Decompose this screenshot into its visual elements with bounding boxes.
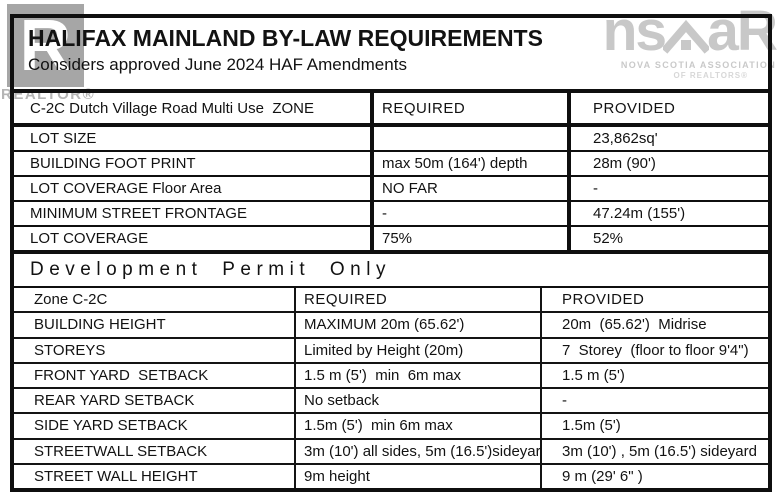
provided-value: 23,862sq' (567, 127, 768, 150)
required-value: No setback (294, 389, 540, 413)
provided-value: 9 m (29' 6" ) (540, 464, 768, 488)
table-row-front-yard-setback: FRONT YARD SETBACK 1.5 m (5') min 6m max… (14, 363, 768, 389)
provided-column-header: PROVIDED (540, 288, 768, 312)
row-label: STREETWALL SETBACK (34, 442, 208, 460)
row-label: FRONT YARD SETBACK (34, 366, 209, 384)
provided-value: - (540, 389, 768, 413)
required-value: max 50m (164') depth (370, 152, 567, 175)
section-title-development-permit: Development Permit Only (14, 250, 768, 288)
table-row-street-wall-height: STREET WALL HEIGHT 9m height 9 m (29' 6"… (14, 464, 768, 488)
nsar-logo-association-text: NOVA SCOTIA ASSOCIATION (620, 60, 776, 71)
nsar-logo-wordmark: ns aR (586, 0, 778, 63)
required-value: 75% (370, 227, 567, 250)
row-label: LOT COVERAGE Floor Area (30, 180, 222, 197)
row-label: BUILDING HEIGHT (34, 316, 166, 334)
table-header-row: C-2C Dutch Village Road Multi Use ZONE R… (14, 93, 768, 127)
required-value: Limited by Height (20m) (294, 338, 540, 362)
zone-requirements-table: C-2C Dutch Village Road Multi Use ZONE R… (14, 93, 768, 250)
table-row-rear-yard-setback: REAR YARD SETBACK No setback - (14, 389, 768, 415)
required-value: 9m height (294, 464, 540, 488)
required-value: 1.5 m (5') min 6m max (294, 363, 540, 387)
provided-value: 3m (10') , 5m (16.5') sideyard (540, 439, 768, 463)
nsar-logo-ar-text: aR (707, 0, 778, 63)
provided-column-header: PROVIDED (567, 93, 768, 123)
required-column-header: REQUIRED (370, 93, 567, 123)
provided-value: 47.24m (155') (567, 202, 768, 225)
row-label: MINIMUM STREET FRONTAGE (30, 205, 247, 222)
row-label: STOREYS (34, 341, 106, 359)
nsar-logo: ns aR NOVA SCOTIA ASSOCIATION OF REALTOR… (586, 0, 778, 81)
table-row-lot-size: LOT SIZE 23,862sq' (14, 127, 768, 152)
provided-value: 20m (65.62') Midrise (540, 313, 768, 337)
row-label: BUILDING FOOT PRINT (30, 155, 196, 172)
required-value: 1.5m (5') min 6m max (294, 414, 540, 438)
row-label: REAR YARD SETBACK (34, 392, 195, 410)
nsar-logo-realtors-text: OF REALTORS® (673, 71, 748, 81)
table-row-side-yard-setback: SIDE YARD SETBACK 1.5m (5') min 6m max 1… (14, 414, 768, 440)
page-subtitle: Considers approved June 2024 HAF Amendme… (28, 55, 407, 74)
row-label: STREET WALL HEIGHT (34, 467, 198, 485)
table-row-building-height: BUILDING HEIGHT MAXIMUM 20m (65.62') 20m… (14, 313, 768, 339)
zone-header-cell: Zone C-2C (34, 291, 108, 309)
table-row-minimum-street-frontage: MINIMUM STREET FRONTAGE - 47.24m (155') (14, 202, 768, 227)
house-roof-icon (663, 20, 710, 54)
table-row-streetwall-setback: STREETWALL SETBACK 3m (10') all sides, 5… (14, 439, 768, 465)
required-value: 3m (10') all sides, 5m (16.5')sideyard (294, 439, 540, 463)
development-permit-table: Zone C-2C REQUIRED PROVIDED BUILDING HEI… (14, 288, 768, 488)
provided-value: 1.5 m (5') (540, 363, 768, 387)
required-value: NO FAR (370, 177, 567, 200)
required-value: - (370, 202, 567, 225)
row-label: LOT COVERAGE (30, 230, 149, 247)
title-box: HALIFAX MAINLAND BY-LAW REQUIREMENTS Con… (14, 18, 768, 93)
table-row-storeys: STOREYS Limited by Height (20m) 7 Storey… (14, 338, 768, 364)
required-value (370, 127, 567, 150)
table-row-lot-coverage-floor-area: LOT COVERAGE Floor Area NO FAR - (14, 177, 768, 202)
table-row-lot-coverage: LOT COVERAGE 75% 52% (14, 227, 768, 250)
realtor-watermark-letter: R (19, 5, 72, 86)
provided-value: 7 Storey (floor to floor 9'4") (540, 338, 768, 362)
page-title: HALIFAX MAINLAND BY-LAW REQUIREMENTS (28, 25, 543, 51)
row-label: SIDE YARD SETBACK (34, 417, 188, 435)
table-header-row: Zone C-2C REQUIRED PROVIDED (14, 288, 768, 314)
nsar-logo-ns-text: ns (602, 0, 668, 63)
row-label: LOT SIZE (30, 130, 97, 147)
provided-value: 28m (90') (567, 152, 768, 175)
required-column-header: REQUIRED (294, 288, 540, 312)
provided-value: - (567, 177, 768, 200)
bylaw-requirements-sheet: HALIFAX MAINLAND BY-LAW REQUIREMENTS Con… (10, 14, 772, 492)
table-row-building-footprint: BUILDING FOOT PRINT max 50m (164') depth… (14, 152, 768, 177)
provided-value: 1.5m (5') (540, 414, 768, 438)
required-value: MAXIMUM 20m (65.62') (294, 313, 540, 337)
provided-value: 52% (567, 227, 768, 250)
zone-header-cell: C-2C Dutch Village Road Multi Use ZONE (30, 99, 314, 117)
